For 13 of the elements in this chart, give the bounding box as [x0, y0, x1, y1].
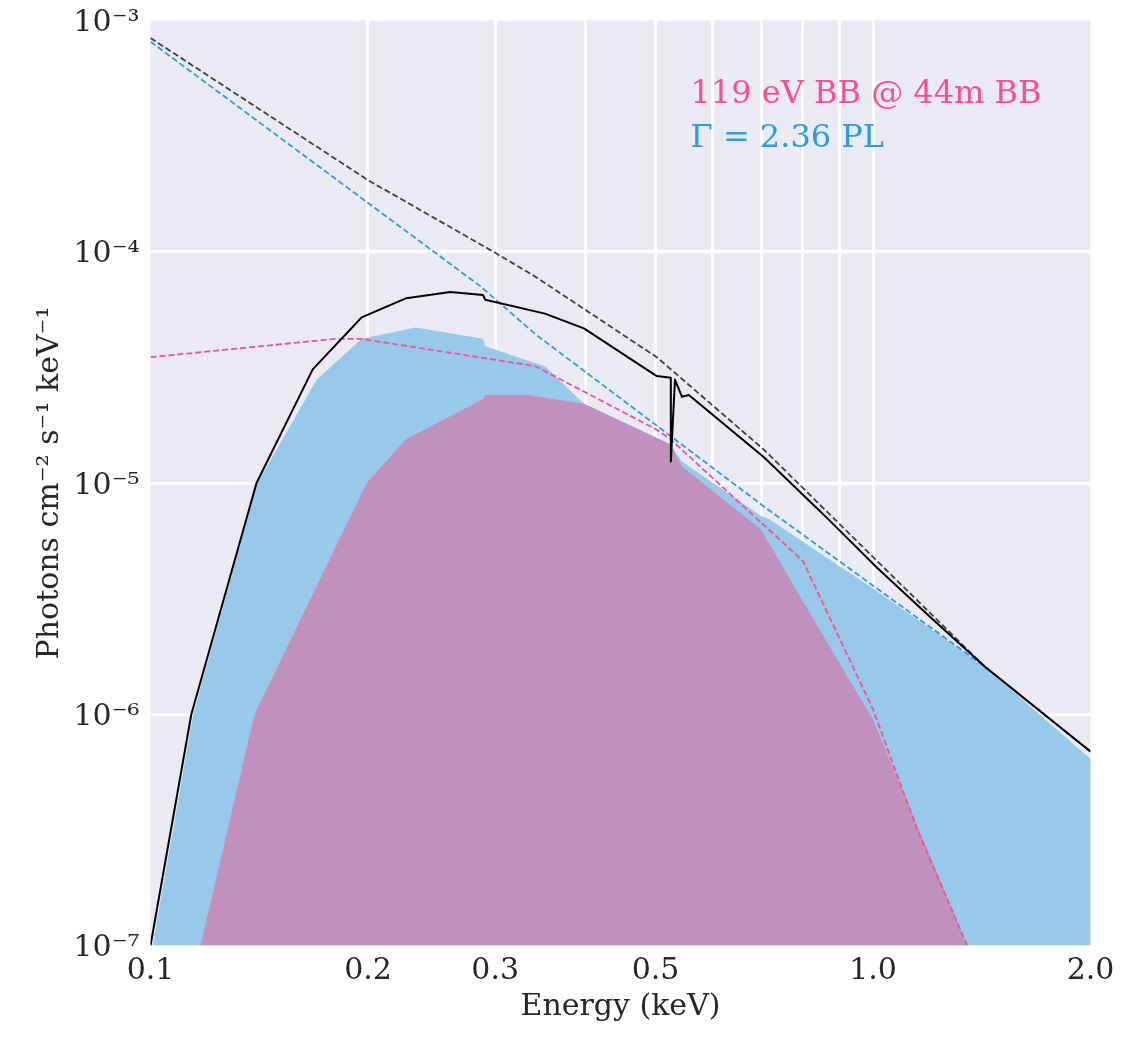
y-axis-title: Photons cm⁻² s⁻¹ keV⁻¹: [30, 306, 66, 660]
x-tick-label: 1.0: [849, 950, 897, 986]
y-tick-label: 10⁻⁵: [73, 465, 140, 501]
y-tick-label: 10⁻⁴: [73, 234, 140, 270]
x-axis-title: Energy (keV): [520, 986, 721, 1022]
text: Γ = 2.36 PL: [690, 116, 885, 155]
text: 119 eV BB @ 44m BB: [690, 72, 1042, 111]
y-tick-label: 10⁻⁶: [73, 696, 140, 732]
x-tick-label: 0.3: [471, 950, 520, 986]
y-tick-label: 10⁻³: [73, 3, 140, 38]
x-tick-label: 2.0: [1066, 950, 1115, 986]
x-tick-label: 0.2: [344, 950, 392, 986]
x-tick-label: 0.5: [631, 950, 680, 986]
